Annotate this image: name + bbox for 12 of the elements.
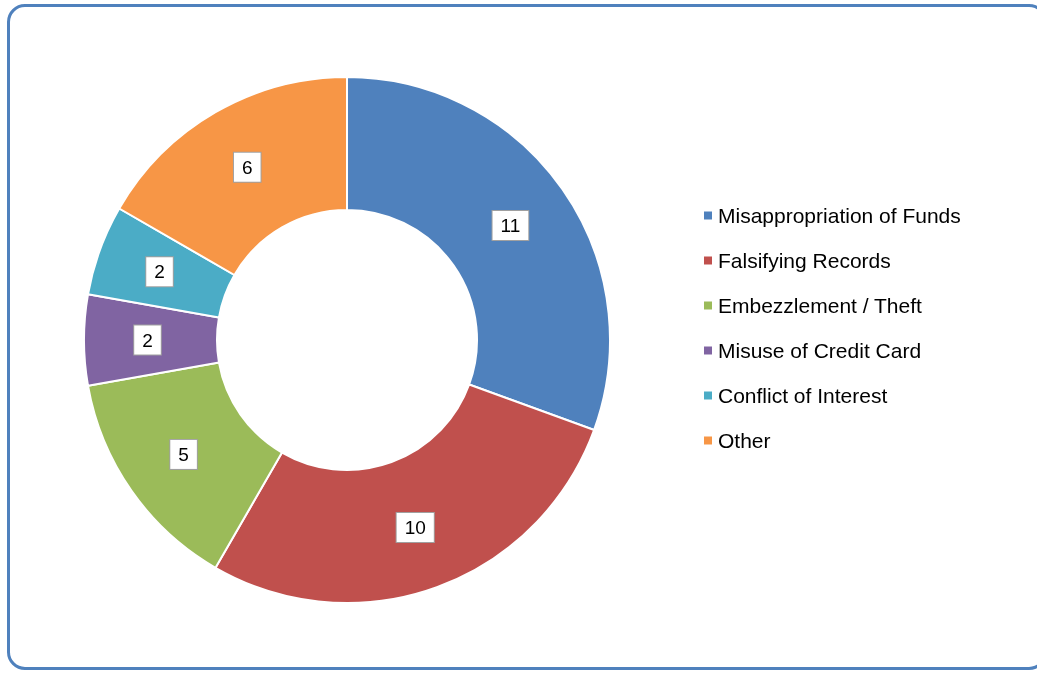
data-label: 5 bbox=[178, 443, 189, 465]
data-label: 6 bbox=[241, 156, 253, 178]
legend-label: Other bbox=[718, 429, 771, 452]
data-label: 11 bbox=[500, 215, 521, 237]
legend-label: Misuse of Credit Card bbox=[718, 339, 922, 362]
data-label: 2 bbox=[142, 329, 153, 351]
legend-label: Embezzlement / Theft bbox=[718, 294, 923, 317]
data-label: 2 bbox=[154, 261, 165, 283]
data-label: 10 bbox=[404, 516, 426, 538]
legend-label: Falsifying Records bbox=[718, 249, 891, 272]
legend-label: Conflict of Interest bbox=[718, 384, 888, 407]
legend-label: Misappropriation of Funds bbox=[718, 204, 961, 227]
